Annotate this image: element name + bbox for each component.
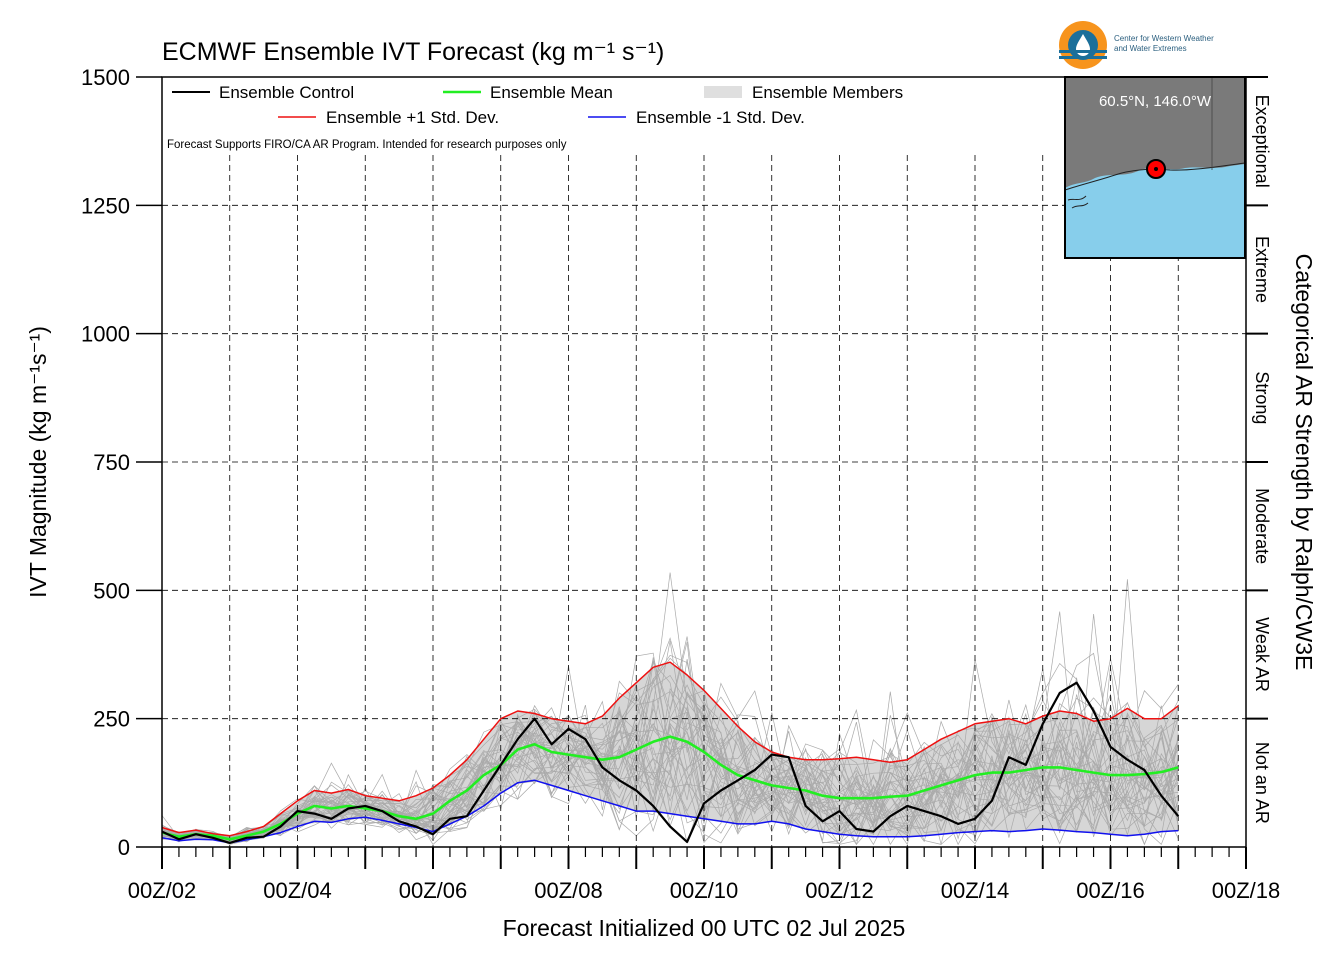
x-axis-label: Forecast Initialized 00 UTC 02 Jul 2025 [503,915,906,941]
series-plus-std [161,661,1179,837]
map-ocean [1065,164,1245,258]
y-tick-label: 750 [93,450,130,475]
location-marker-dot [1154,167,1158,171]
ensemble-member-line [161,737,1179,846]
legend-swatch-members [704,86,742,98]
series-mean [161,735,1179,841]
x-tick-label: 00Z/06 [399,878,468,903]
series-minus-std [161,779,1179,844]
legend: Ensemble Control Ensemble Mean Ensemble … [167,83,903,151]
ar-category-label: Moderate [1252,488,1272,564]
ar-category-label: Exceptional [1252,95,1272,188]
ensemble-member-line [161,733,1179,846]
y-tick-label: 250 [93,707,130,732]
cw3e-logo: Center for Western Weather and Water Ext… [1059,21,1214,69]
ensemble-member-line [161,704,1179,841]
legend-label-mean: Ensemble Mean [490,83,613,102]
x-tick-label: 00Z/10 [670,878,739,903]
x-axis: 00Z/02 00Z/04 00Z/06 00Z/08 00Z/10 00Z/12 00Z/… [128,847,1281,903]
grid-lines [162,155,1246,847]
x-tick-label: 00Z/14 [941,878,1010,903]
ensemble-member-line [161,579,1179,841]
y-tick-label: 500 [93,578,130,603]
ar-category-label: Strong [1252,371,1272,424]
legend-label-members: Ensemble Members [752,83,903,102]
ensemble-member-line [161,677,1179,842]
y-axis: 0 250 500 750 1000 1250 1500 [81,65,162,860]
ar-category-axis: Not an AR Weak AR Moderate Strong Extreme Exc… [1246,76,1272,824]
x-tick-label: 00Z/18 [1212,878,1281,903]
ensemble-member-line [161,657,1179,840]
series-control [161,681,1180,844]
x-tick-label: 00Z/08 [534,878,603,903]
map-coastline [1064,162,1246,191]
right-axis-label: Categorical AR Strength by Ralph/CW3E [1291,254,1317,671]
ensemble-member-line [161,712,1179,841]
ensemble-member-line [161,636,1179,840]
ar-category-label: Weak AR [1252,617,1272,692]
logo-wave [1059,56,1107,59]
y-tick-label: 1250 [81,193,130,218]
y-tick-label: 0 [118,835,130,860]
legend-label-plus-std: Ensemble +1 Std. Dev. [326,108,499,127]
disclaimer-note: Forecast Supports FIRO/CA AR Program. In… [167,139,567,151]
ar-category-label: Extreme [1252,236,1272,303]
logo-text-line2: and Water Extremes [1114,44,1187,53]
ar-category-label: Not an AR [1252,742,1272,824]
logo-text-line1: Center for Western Weather [1114,34,1214,43]
ensemble-member-line [161,698,1179,840]
y-axis-label: IVT Magnitude (kg m⁻¹s⁻¹) [25,326,51,598]
ensemble-member-line [161,661,1179,841]
logo-wave [1059,50,1107,53]
chart-title: ECMWF Ensemble IVT Forecast (kg m⁻¹ s⁻¹) [162,38,664,66]
legend-label-control: Ensemble Control [219,83,354,102]
x-tick-label: 00Z/12 [805,878,874,903]
y-tick-label: 1500 [81,65,130,90]
y-tick-label: 1000 [81,322,130,347]
x-tick-label: 00Z/02 [128,878,197,903]
x-tick-label: 00Z/16 [1076,878,1145,903]
x-tick-label: 00Z/04 [263,878,332,903]
legend-label-minus-std: Ensemble -1 Std. Dev. [636,108,805,127]
series-lines [161,661,1180,844]
ensemble-member-line [161,700,1179,839]
ensemble-member-line [161,691,1179,838]
ensemble-member-line [161,694,1179,839]
map-location-label: 60.5°N, 146.0°W [1099,93,1212,110]
map-frame [1064,76,1246,259]
map-coastline [1067,195,1089,209]
inset-map: 60.5°N, 146.0°W [1064,76,1246,259]
ensemble-member-line [161,652,1179,838]
